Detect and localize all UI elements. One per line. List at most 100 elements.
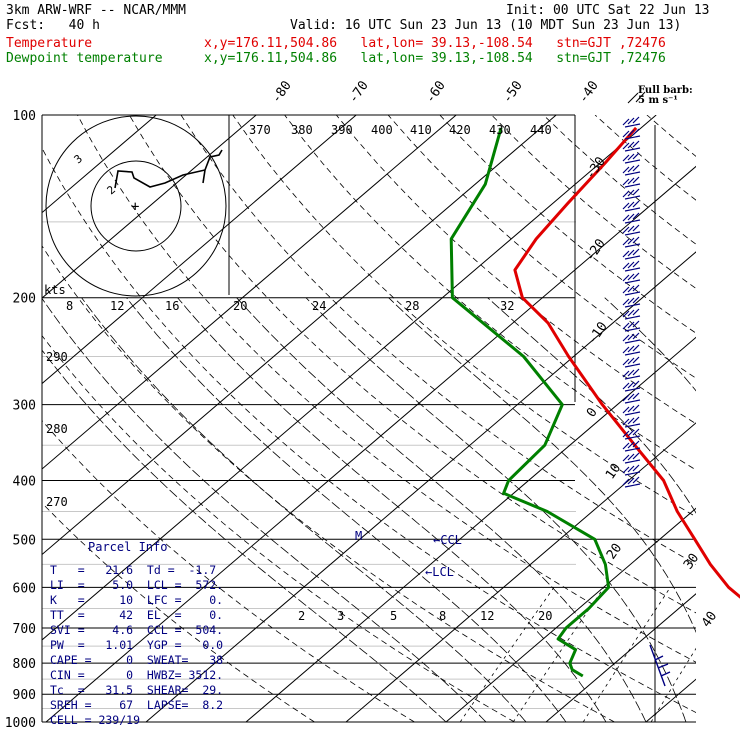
hodo-speed-label: 32 — [500, 299, 514, 313]
theta-left-label: 280 — [46, 422, 68, 436]
wind-barb — [622, 248, 641, 260]
moist-adiabat — [236, 297, 647, 722]
isotherm-top-label: -80 — [269, 78, 295, 106]
pressure-tick-label: 200 — [13, 292, 36, 307]
theta-label: 430 — [489, 123, 511, 137]
pressure-tick-label: 300 — [13, 399, 36, 414]
isotherm — [145, 251, 696, 722]
mixing-ratio-label: 12 — [480, 609, 494, 623]
parcel-row: SREH = 67 LAPSE= 8.2 — [50, 698, 224, 712]
parcel-row: K = 10 LFC = 0. — [50, 593, 224, 607]
theta-left-label: 270 — [46, 495, 68, 509]
wind-barb — [622, 452, 641, 464]
isotherm — [42, 115, 657, 641]
isotherm — [42, 115, 257, 299]
hodo-ring — [90, 160, 182, 252]
dry-adiabat — [128, 115, 696, 614]
parcel-row: CIN = 0 HWBZ= 3512. — [50, 668, 224, 682]
dry-adiabat — [646, 115, 696, 157]
parcel-row: PW = 1.01 YGP = 0.0 — [50, 638, 224, 652]
theta-label: 390 — [331, 123, 353, 137]
hodo-speed-label: 8 — [66, 299, 73, 313]
pressure-lines: 100 200 300 400 500 600 700 800 900 1000 — [5, 109, 696, 731]
wind-barb — [622, 236, 641, 248]
isotherms — [42, 115, 696, 722]
isotherm — [42, 115, 457, 470]
isotherm-right-label: 20 — [604, 541, 625, 562]
parcel-row: SVI = 4.6 CCL = 504. — [50, 623, 224, 637]
theta-label: 400 — [371, 123, 393, 137]
hodo-speed-label: 16 — [165, 299, 179, 313]
pressure-tick-label: 700 — [13, 622, 36, 637]
dry-adiabat — [42, 245, 615, 722]
barb-scale-line2: 5 m s⁻¹ — [638, 95, 678, 106]
theta-label: 410 — [410, 123, 432, 137]
temperature-location: x,y=176.11,504.86 lat,lon= 39.13,-108.54… — [204, 36, 666, 51]
hodo-ring — [45, 115, 227, 297]
barb-scale-note: Full barb: 5 m s⁻¹ — [638, 86, 693, 106]
wind-barb — [622, 476, 641, 488]
temperature-profile — [513, 126, 740, 599]
isotherm — [445, 507, 696, 722]
mixing-ratio-label: 8 — [439, 609, 446, 623]
parcel-row: CAPE = 0 SWEAT= 38 — [50, 653, 224, 667]
pressure-tick-label: 800 — [13, 657, 36, 672]
barb-scale-symbol — [627, 91, 646, 104]
mixing-ratio-label: 5 — [390, 609, 397, 623]
dry-adiabat — [232, 115, 696, 518]
wind-barb — [622, 200, 641, 212]
theta-label: 370 — [249, 123, 271, 137]
pressure-tick-label: 500 — [13, 533, 36, 548]
theta-label: 420 — [449, 123, 471, 137]
dewpoint-location: x,y=176.11,504.86 lat,lon= 39.13,-108.54… — [204, 51, 666, 66]
isotherm-top-label: -70 — [346, 78, 372, 106]
hodo-speed-label: 24 — [312, 299, 326, 313]
hodo-speed-label: 12 — [110, 299, 124, 313]
moist-adiabat — [305, 297, 687, 722]
pressure-tick-label: 100 — [13, 109, 36, 124]
theta-label: 440 — [530, 123, 552, 137]
hodo-speed-label: 28 — [405, 299, 419, 313]
sounding-series — [449, 126, 740, 678]
wind-barb — [622, 344, 641, 356]
wind-barb — [622, 152, 641, 164]
parcel-row: T = 21.6 Td = -1.7 — [50, 563, 217, 577]
hodo-center: + — [131, 199, 139, 215]
pressure-tick-label: 1000 — [5, 716, 36, 731]
wind-barb — [622, 188, 641, 200]
wind-barb — [622, 308, 641, 320]
wind-barb — [622, 320, 641, 332]
m-marker: M — [355, 529, 362, 543]
init-time: Init: 00 UTC Sat 22 Jun 13 — [506, 3, 710, 18]
wind-barb — [622, 128, 641, 140]
dry-adiabat — [42, 502, 315, 722]
kts-label: kts — [44, 283, 66, 297]
mixing-ratio-line — [459, 587, 555, 722]
dewpoint-profile — [449, 127, 611, 678]
isotherm — [42, 115, 357, 385]
dry-adiabat — [699, 115, 740, 722]
isotherm-top-label: -50 — [500, 78, 526, 106]
isotherm — [245, 336, 696, 722]
wind-barb — [622, 212, 641, 224]
wind-barb — [622, 368, 641, 380]
dry-adiabat — [180, 115, 696, 565]
theta-label: 380 — [291, 123, 313, 137]
isotherm — [45, 165, 696, 722]
ccl-marker: ←CCL — [433, 533, 462, 547]
pressure-tick-label: 900 — [13, 688, 36, 703]
hodo-trace — [114, 149, 223, 189]
wind-barb — [622, 356, 641, 368]
isotherm-top-label: -40 — [576, 78, 602, 106]
hodo-speed-label: 20 — [233, 299, 247, 313]
isotherm-right-label: 30 — [681, 551, 702, 572]
wind-barb — [622, 428, 641, 440]
pressure-tick-label: 600 — [13, 581, 36, 596]
hodo-ring-label: 3 — [72, 152, 85, 166]
moist-adiabat — [42, 297, 487, 722]
parcel-row: TT = 42 EL = 0. — [50, 608, 224, 622]
dry-adiabat — [42, 419, 415, 722]
parcel-row: Tc = 31.5 SHEAR= 29. — [50, 683, 224, 697]
wind-barb — [622, 404, 641, 416]
